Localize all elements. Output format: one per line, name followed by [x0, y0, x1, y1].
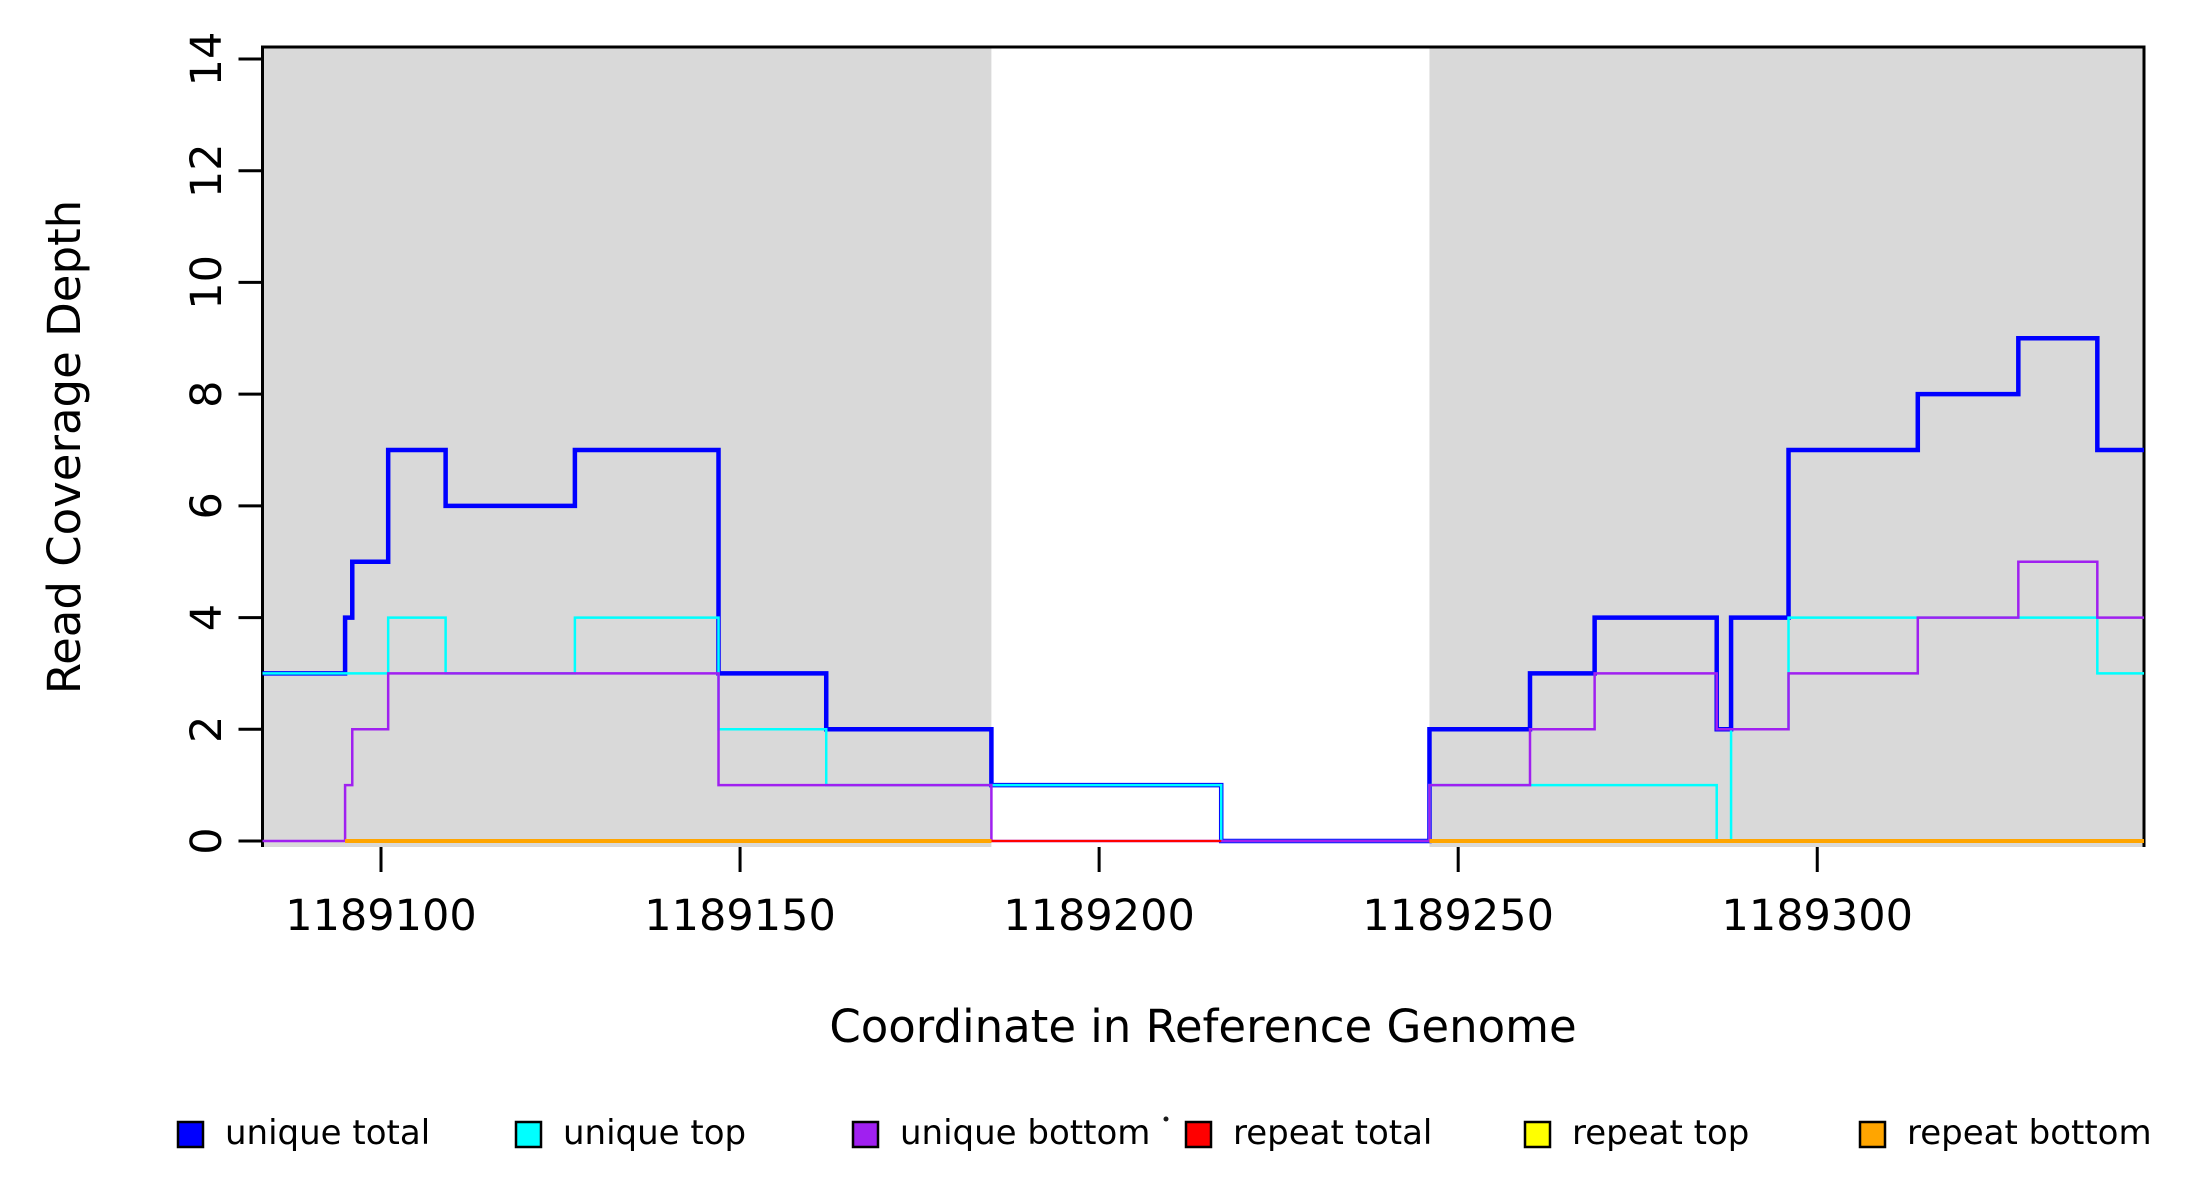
- legend-label-unique-bottom: unique bottom: [900, 1113, 1150, 1153]
- x-tick-label: 1189250: [1362, 891, 1554, 941]
- x-axis-title: Coordinate in Reference Genome: [829, 1000, 1576, 1053]
- axis-ticks-and-labels: 1189100 1189150 1189200 1189250 1189300 0 2 4 6 8…: [182, 32, 1913, 941]
- y-tick-label: 0: [182, 827, 232, 854]
- y-tick-label: 12: [182, 143, 232, 198]
- legend-label-repeat-total: repeat total: [1233, 1113, 1432, 1153]
- legend-swatch-unique-total: [176, 1120, 205, 1149]
- x-tick-label: 1189150: [644, 891, 836, 941]
- legend-swatch-repeat-top: [1523, 1120, 1552, 1149]
- series-lines: [262, 336, 2144, 844]
- legend-label-unique-total: unique total: [225, 1113, 430, 1153]
- legend-label-repeat-bottom: repeat bottom: [1907, 1113, 2152, 1153]
- x-tick-label: 1189200: [1003, 891, 1195, 941]
- y-tick-label: 2: [182, 716, 232, 743]
- y-tick-label: 4: [182, 604, 232, 631]
- y-tick-label: 8: [182, 380, 232, 407]
- plot-borders: [261, 45, 2146, 847]
- legend-swatch-repeat-total: [1184, 1120, 1213, 1149]
- y-axis-title: Read Coverage Depth: [38, 200, 91, 694]
- x-tick-label: 1189300: [1721, 891, 1913, 941]
- series-line-unique-bottom: [262, 560, 2144, 843]
- legend-label-unique-top: unique top: [563, 1113, 746, 1153]
- y-tick-label: 6: [182, 492, 232, 519]
- legend-swatch-repeat-bottom: [1858, 1120, 1887, 1149]
- y-tick-label: 10: [182, 255, 232, 310]
- legend: unique total unique top unique bottom repea…: [176, 1113, 2152, 1153]
- legend-swatch-unique-bottom: [851, 1120, 880, 1149]
- y-tick-label: 14: [182, 32, 232, 87]
- stray-dot: [1163, 1116, 1169, 1122]
- legend-swatch-unique-top: [514, 1120, 543, 1149]
- x-tick-label: 1189100: [285, 891, 477, 941]
- legend-label-repeat-top: repeat top: [1572, 1113, 1749, 1153]
